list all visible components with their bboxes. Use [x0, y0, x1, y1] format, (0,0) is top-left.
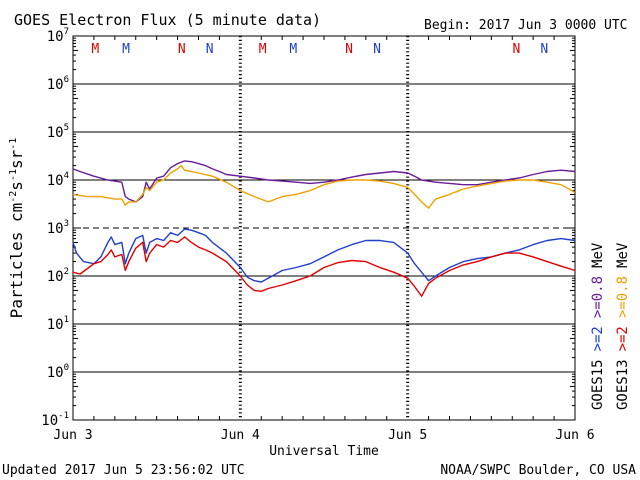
x-axis-label: Universal Time — [269, 444, 379, 459]
x-tick-label: Jun 4 — [221, 428, 260, 443]
legend-entry: GOES15 — [590, 359, 606, 410]
y-tick-label: 107 — [47, 27, 69, 45]
x-tick-label: Jun 5 — [388, 428, 427, 443]
series-line-2 — [72, 164, 576, 209]
marker-n: N — [345, 42, 353, 57]
y-tick-label: 100 — [47, 363, 69, 381]
y-axis-label: Particles cm-2s-1sr-1 — [7, 138, 26, 319]
legend-column-2: GOES13 >=2 >=0.8 MeV — [615, 242, 631, 410]
y-tick-label: 103 — [47, 219, 69, 237]
marker-n: N — [540, 42, 548, 57]
legend-entry: GOES13 — [615, 359, 631, 410]
grid-lines — [73, 83, 575, 373]
marker-n: N — [513, 42, 521, 57]
marker-m: M — [289, 42, 297, 57]
begin-date: Begin: 2017 Jun 3 0000 UTC — [424, 18, 628, 33]
legend-entry: >=2 — [615, 326, 631, 351]
y-tick-label: 101 — [47, 315, 69, 333]
series-line-3 — [72, 228, 576, 283]
legend-entry: >=0.8 — [590, 276, 606, 318]
y-tick-label: 102 — [47, 267, 69, 285]
side-legend: GOES15 >=2 >=0.8 MeV GOES13 >=2 >=0.8 MeV — [590, 242, 631, 410]
y-tick-label: 106 — [47, 75, 69, 93]
y-tick-label: 104 — [47, 171, 69, 189]
credit-text: NOAA/SWPC Boulder, CO USA — [440, 463, 636, 478]
legend-entry: MeV — [590, 242, 606, 268]
marker-n: N — [178, 42, 186, 57]
legend-column-1: GOES15 >=2 >=0.8 MeV — [590, 242, 606, 410]
minor-y-ticks — [73, 37, 575, 407]
marker-m: M — [259, 42, 267, 57]
legend-entry: >=0.8 — [615, 276, 631, 318]
flux-series — [72, 160, 576, 297]
legend-entry: >=2 — [590, 326, 606, 351]
x-tick-label: Jun 3 — [53, 428, 92, 443]
marker-m: M — [91, 42, 99, 57]
x-axis-tick-labels: Jun 3 Jun 4 Jun 5 Jun 6 — [53, 428, 594, 443]
x-tick-label: Jun 6 — [555, 428, 594, 443]
y-tick-label: 10-1 — [41, 411, 69, 429]
y-axis-tick-labels: 107 106 105 104 103 102 101 100 10-1 — [41, 27, 575, 429]
chart-title: GOES Electron Flux (5 minute data) — [14, 11, 321, 29]
day-separators — [93, 36, 555, 420]
series-line-4 — [72, 236, 576, 297]
marker-n: N — [206, 42, 214, 57]
updated-timestamp: Updated 2017 Jun 5 23:56:02 UTC — [2, 463, 245, 478]
marker-n: N — [373, 42, 381, 57]
y-tick-label: 105 — [47, 123, 69, 141]
series-line-1 — [72, 160, 576, 203]
marker-m: M — [122, 42, 130, 57]
legend-entry: MeV — [615, 242, 631, 268]
